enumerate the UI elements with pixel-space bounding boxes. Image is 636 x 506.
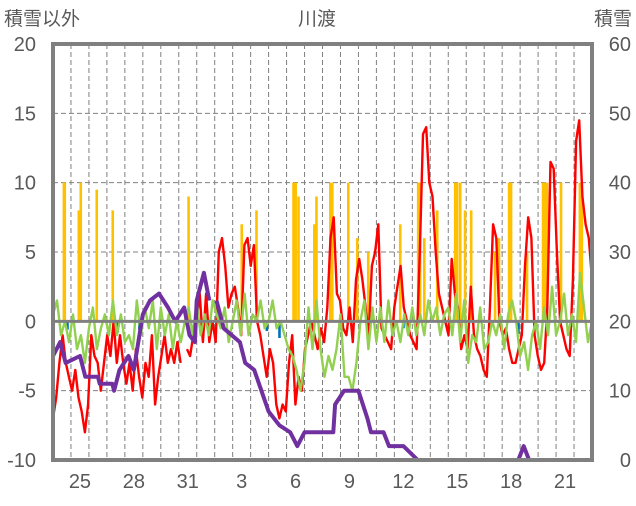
plot-frame (51, 42, 594, 462)
orange-bar (545, 182, 549, 322)
orange-bar (469, 210, 473, 322)
right-tick-label: 10 (609, 381, 631, 403)
right-tick-label: 50 (609, 103, 631, 125)
orange-bar (240, 224, 244, 322)
x-tick-label: 3 (236, 471, 247, 493)
orange-bar (541, 182, 545, 322)
x-tick-label: 6 (290, 471, 301, 493)
left-tick-label: 10 (14, 173, 36, 195)
blue-bar (278, 321, 281, 338)
orange-bar (453, 182, 457, 322)
orange-bar (313, 224, 316, 322)
orange-bar (525, 252, 529, 322)
blue-bar (517, 321, 520, 334)
orange-bar (292, 182, 295, 322)
orange-bar (355, 238, 359, 322)
left-axis-title: 積雪以外 (4, 8, 80, 30)
orange-bar (543, 182, 547, 322)
x-tick-label: 21 (554, 471, 576, 493)
orange-bar (79, 182, 83, 322)
purple-series-line (51, 270, 592, 462)
orange-bar (77, 210, 81, 322)
orange-bar (509, 182, 513, 322)
series-lines (51, 119, 594, 462)
x-tick-label: 18 (500, 471, 522, 493)
orange-bar (331, 182, 334, 322)
x-tick-label: 9 (344, 471, 355, 493)
left-tick-label: -10 (7, 450, 36, 472)
orange-bar (95, 189, 99, 322)
blue-bar (66, 321, 69, 330)
right-tick-label: 60 (609, 34, 631, 56)
orange-bar (315, 196, 318, 322)
right-tick-label: 30 (609, 242, 631, 264)
right-tick-label: 40 (609, 173, 631, 195)
left-tick-label: 0 (25, 311, 36, 333)
orange-bar (559, 182, 563, 322)
axes (51, 42, 594, 462)
chart-title: 川渡 (298, 8, 336, 30)
left-tick-label: 20 (14, 34, 36, 56)
orange-bar (111, 210, 115, 322)
right-tick-label: 20 (609, 311, 631, 333)
bars (62, 182, 584, 338)
orange-bar (493, 252, 497, 322)
x-tick-label: 31 (177, 471, 199, 493)
orange-bar (187, 196, 190, 322)
x-tick-label: 15 (446, 471, 468, 493)
x-tick-label: 12 (392, 471, 414, 493)
left-tick-label: 15 (14, 103, 36, 125)
orange-bar (580, 182, 584, 322)
orange-bar (458, 182, 462, 322)
orange-bar (297, 196, 300, 322)
orange-bar (578, 182, 582, 322)
right-axis-title: 積雪 (594, 8, 632, 30)
orange-bar (416, 182, 420, 322)
left-tick-label: -5 (18, 381, 36, 403)
x-tick-label: 28 (123, 471, 145, 493)
x-tick-label: 25 (69, 471, 91, 493)
left-tick-label: 5 (25, 242, 36, 264)
orange-bar (463, 210, 467, 322)
orange-bar (455, 182, 459, 322)
orange-bar (507, 182, 511, 322)
orange-bar (63, 182, 67, 322)
right-tick-label: 0 (620, 450, 631, 472)
orange-bar (422, 238, 426, 322)
red-series-line (51, 119, 594, 434)
orange-bar (366, 252, 370, 322)
orange-bar (255, 210, 258, 322)
orange-bar (346, 182, 350, 322)
orange-bar (294, 182, 297, 322)
